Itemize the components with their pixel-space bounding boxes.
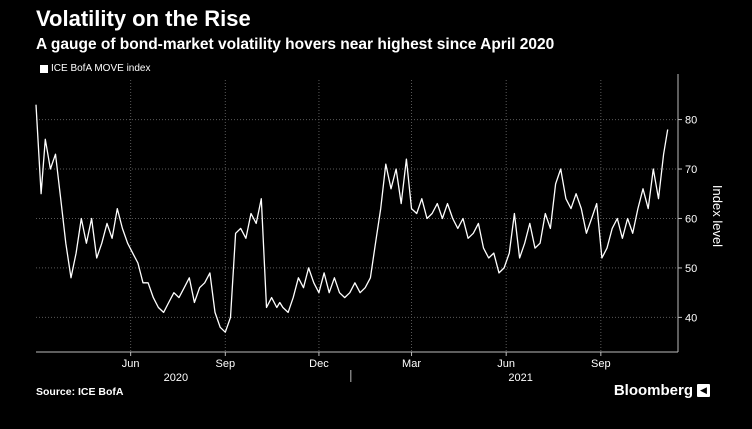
legend: ICE BofA MOVE index — [40, 63, 151, 74]
brand-name: Bloomberg — [613, 382, 693, 399]
y-axis-title: Index level — [710, 185, 725, 247]
x-tick-label: Sep — [591, 358, 611, 370]
y-tick-label: 70 — [685, 164, 697, 176]
year-label: 2021 — [508, 372, 532, 384]
chart-subtitle: A gauge of bond-market volatility hovers… — [36, 36, 555, 53]
y-tick-label: 60 — [685, 213, 697, 225]
legend-label: ICE BofA MOVE index — [51, 63, 151, 74]
chart-title: Volatility on the Rise — [36, 6, 251, 31]
x-tick-label: Jun — [497, 358, 515, 370]
year-label: 2020 — [164, 372, 188, 384]
series-marks — [35, 104, 669, 333]
y-tick-label: 50 — [685, 263, 697, 275]
brand-logo: Bloomberg ◀ — [614, 382, 710, 399]
y-tick-label: 80 — [685, 115, 697, 127]
gridlines — [36, 80, 678, 352]
brand-speaker-icon: ◀ — [697, 384, 710, 397]
axis-labels: 40 50 60 70 80 Jun Sep Dec Mar Jun Sep 2020 2021 Inde… — [122, 115, 725, 384]
source-note: Source: ICE BofA — [36, 386, 124, 398]
x-tick-label: Sep — [216, 358, 236, 370]
x-tick-label: Jun — [122, 358, 140, 370]
y-tick-label: 40 — [685, 312, 697, 324]
x-tick-label: Mar — [402, 358, 421, 370]
axes — [36, 74, 682, 382]
legend-swatch — [40, 64, 48, 73]
x-tick-label: Dec — [309, 358, 329, 370]
series-line-move-index — [35, 104, 669, 333]
